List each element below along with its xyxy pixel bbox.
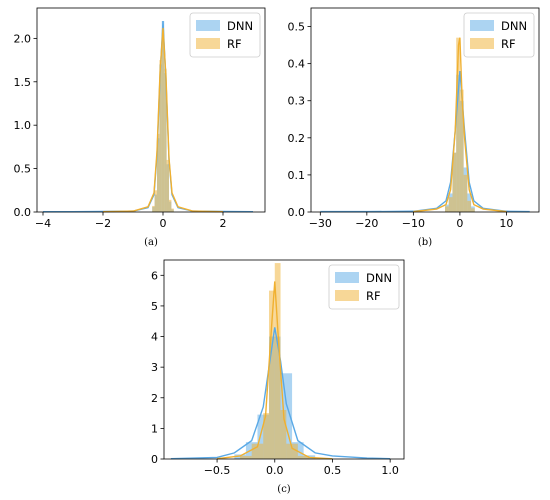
y-tick-label: 1 [151, 422, 158, 435]
axes-frame [163, 259, 405, 460]
hist-bar-rf-6 [166, 159, 169, 212]
hist-bar-rf-7 [297, 455, 310, 459]
hist-bar-rf-4 [161, 29, 165, 212]
hist-bar-rf-2 [452, 152, 457, 212]
legend-label-dnn: DNN [366, 271, 392, 285]
hist-bar-rf-0 [445, 206, 449, 212]
hist-bar-rf-4 [274, 263, 281, 459]
kde-line-rf [102, 27, 224, 213]
x-tick-label: −10 [402, 217, 425, 230]
hist-bar-rf-4 [459, 89, 464, 212]
legend: DNN RF [189, 12, 261, 58]
hist-bar-rf-1 [251, 443, 264, 459]
hist-bar-rf-7 [471, 208, 475, 212]
hist-bar-rf-5 [463, 174, 468, 212]
hist-bar-rf-7 [169, 199, 172, 212]
x-tick-label: 0.0 [266, 464, 284, 477]
y-tick-label: 4 [151, 331, 158, 344]
x-tick-label: −30 [309, 217, 332, 230]
legend-swatch-dnn [470, 20, 494, 31]
y-tick-label: 1.5 [14, 76, 32, 89]
legend-swatch-rf [470, 38, 494, 49]
hist-bar-rf-2 [157, 133, 160, 212]
y-tick-label: 0.5 [288, 21, 306, 34]
hist-bar-rf-3 [269, 290, 275, 459]
legend-label-dnn: DNN [501, 19, 527, 33]
legend-swatch-rf [196, 38, 220, 49]
x-tick-label: −0.5 [204, 464, 231, 477]
x-tick-label: 10 [499, 217, 513, 230]
legend: DNN RF [463, 12, 535, 58]
y-tick-label: 6 [151, 269, 158, 282]
y-tick-label: 0.0 [288, 206, 306, 219]
y-tick-label: 3 [151, 361, 158, 374]
y-tick-label: 0 [151, 453, 158, 466]
y-tick-label: 0.5 [14, 163, 32, 176]
hist-bar-rf-8 [171, 208, 174, 212]
x-tick-label: 0 [160, 217, 167, 230]
x-tick-label: −2 [95, 217, 111, 230]
chart-a: −4 −2 0 2 0.0 0.5 1.0 1.5 2.0 DNN RF (a) [14, 7, 266, 248]
x-tick-label: −4 [35, 217, 51, 230]
hist-bar-rf-0 [240, 455, 252, 459]
hist-bar-rf-2 [263, 413, 269, 459]
x-tick-label: 1.0 [381, 464, 399, 477]
y-tick-label: 0.1 [288, 169, 306, 182]
legend-label-dnn: DNN [227, 19, 253, 33]
axes-frame [310, 7, 540, 213]
x-tick-label: −20 [355, 217, 378, 230]
x-tick-label: 2 [220, 217, 227, 230]
legend-label-rf: RF [366, 289, 381, 303]
legend-swatch-rf [335, 290, 359, 301]
kde-line-rf [216, 281, 333, 460]
hist-bar-rf-6 [467, 200, 472, 212]
x-tick-label: 0 [456, 217, 463, 230]
kde-line-rf [413, 37, 507, 213]
hist-bar-rf-5 [280, 410, 287, 459]
y-tick-label: 0.0 [14, 206, 32, 219]
hist-bar-rf-1 [448, 197, 453, 212]
panel-caption: (b) [418, 237, 432, 248]
legend-label-rf: RF [501, 37, 516, 51]
hist-bar-rf-5 [164, 68, 167, 212]
panel-caption: (a) [144, 237, 158, 248]
chart-b: −30 −20 −10 0 10 0.0 0.1 0.2 0.3 0.4 0.5 DNN RF (b) [288, 7, 540, 248]
x-tick-label: 0.5 [324, 464, 342, 477]
hist-bar-rf-3 [456, 37, 460, 212]
y-tick-label: 2.0 [14, 32, 32, 45]
legend-swatch-dnn [196, 20, 220, 31]
legend: DNN RF [328, 264, 400, 310]
hist-bar-rf-0 [152, 205, 155, 212]
panel-caption: (c) [277, 484, 291, 495]
y-tick-label: 2 [151, 392, 158, 405]
y-tick-label: 1.0 [14, 119, 32, 132]
legend-label-rf: RF [227, 37, 242, 51]
y-tick-label: 0.2 [288, 132, 306, 145]
y-tick-label: 0.3 [288, 95, 306, 108]
axes-frame [36, 7, 266, 213]
hist-bar-rf-6 [286, 443, 298, 459]
y-tick-label: 0.4 [288, 58, 306, 71]
hist-bar-rf-3 [159, 60, 162, 212]
legend-swatch-dnn [335, 272, 359, 283]
y-tick-label: 5 [151, 300, 158, 313]
chart-c: −0.5 0.0 0.5 1.0 0 1 2 3 4 5 6 DNN RF (c) [151, 259, 405, 495]
hist-bar-rf-1 [154, 190, 157, 212]
